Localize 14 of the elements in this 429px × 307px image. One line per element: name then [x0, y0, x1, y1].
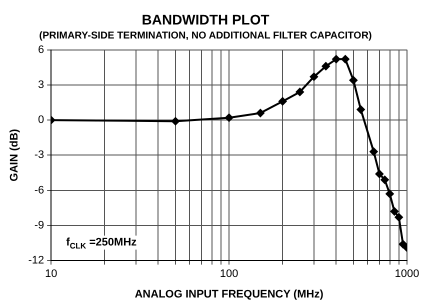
x-axis-title: ANALOG INPUT FREQUENCY (MHz) [134, 288, 324, 300]
y-axis-title: GAIN (dB) [8, 128, 21, 182]
y-tick-label: 0 [38, 114, 44, 126]
y-tick-label: 3 [38, 78, 44, 91]
chart-title: BANDWIDTH PLOT [142, 11, 270, 28]
x-tick-label: 10 [44, 268, 58, 280]
chart-subtitle: (PRIMARY-SIDE TERMINATION, NO ADDITIONAL FILTER CAPACITOR) [39, 30, 372, 42]
y-tick-label: -6 [34, 184, 44, 196]
y-tick-label: -3 [34, 149, 44, 162]
y-tick-label: -12 [28, 254, 44, 267]
x-tick-label: 100 [220, 268, 238, 280]
y-tick-label: 6 [38, 44, 44, 56]
x-tick-label: 1000 [394, 268, 420, 280]
y-tick-label: -9 [34, 220, 44, 232]
